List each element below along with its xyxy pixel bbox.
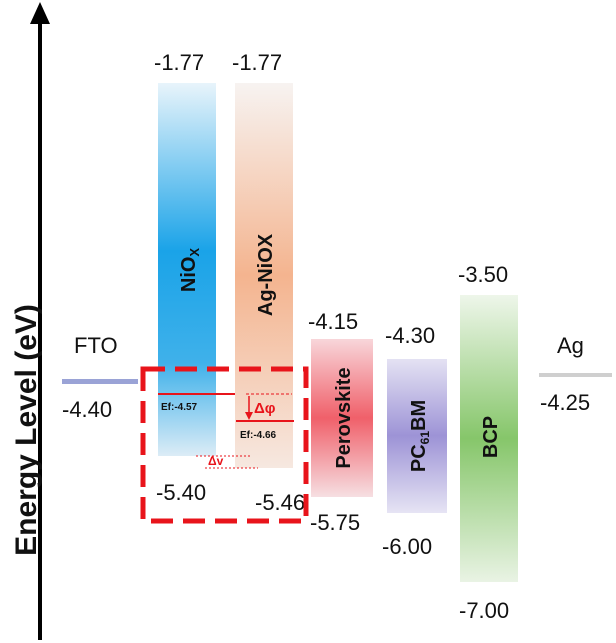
nio-label: NiOX: [178, 248, 202, 293]
fto-label: FTO: [74, 333, 118, 358]
ag-label: Ag: [557, 333, 584, 358]
perov-bottom-value: -5.75: [310, 510, 360, 535]
agnio-fermi-value: Ef:-4.66: [240, 430, 277, 441]
perov-label: Perovskite: [333, 367, 355, 468]
interface-highlight-box: [140, 366, 309, 524]
axis-label: Energy Level (eV): [10, 304, 43, 556]
agnio-top-value: -1.77: [232, 50, 282, 75]
pcbm-bar: [387, 359, 447, 513]
nio-top-value: -1.77: [154, 50, 204, 75]
ag-level-value: -4.25: [540, 390, 590, 415]
delta-phi-label: Δφ: [254, 400, 276, 417]
bcp-bar: [460, 295, 518, 582]
fto-level-value: -4.40: [62, 397, 112, 422]
pcbm-bottom-value: -6.00: [382, 534, 432, 559]
nio-fermi-value: Ef:-4.57: [161, 402, 198, 413]
perov-top-value: -4.15: [308, 309, 358, 334]
bcp-label: BCP: [480, 416, 502, 458]
agnio-bottom-value: -5.46: [255, 490, 305, 515]
axis-arrowhead-icon: [30, 2, 50, 24]
agnio-label: Ag-NiOX: [255, 233, 277, 316]
ag-level-line: [539, 373, 612, 377]
agnio-bar: [235, 83, 293, 468]
delta-v-label: Δv: [208, 454, 224, 468]
bcp-top-value: -3.50: [458, 262, 508, 287]
delta-phi-arrowhead-icon: [245, 412, 253, 420]
pcbm-top-value: -4.30: [385, 323, 435, 348]
bcp-bottom-value: -7.00: [459, 598, 509, 623]
nio-bottom-value: -5.40: [156, 480, 206, 505]
fto-level-line: [62, 379, 138, 384]
pcbm-label: PC61BM: [408, 400, 432, 472]
perov-bar: [311, 339, 373, 497]
